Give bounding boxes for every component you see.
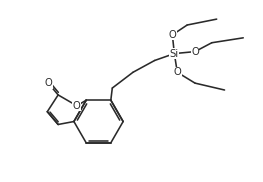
Text: O: O — [44, 78, 52, 88]
Text: Si: Si — [170, 49, 179, 59]
Text: O: O — [191, 47, 199, 57]
Text: O: O — [73, 101, 81, 111]
Text: O: O — [173, 67, 181, 77]
Text: O: O — [169, 30, 176, 40]
